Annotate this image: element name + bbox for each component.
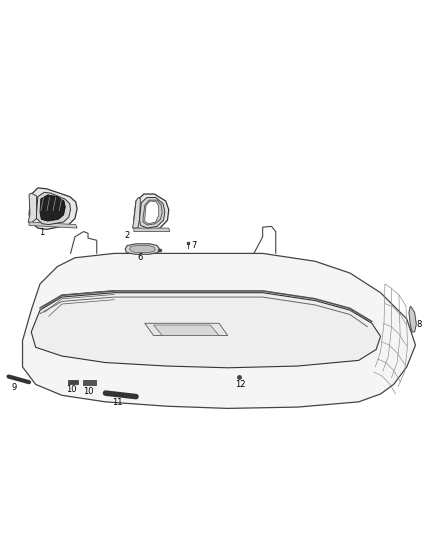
Polygon shape xyxy=(133,198,141,228)
Polygon shape xyxy=(40,195,65,221)
Polygon shape xyxy=(134,194,169,231)
Text: 9: 9 xyxy=(11,383,16,392)
Polygon shape xyxy=(145,323,228,335)
Text: 1: 1 xyxy=(39,228,45,237)
Polygon shape xyxy=(68,380,78,384)
Polygon shape xyxy=(145,201,159,224)
Polygon shape xyxy=(22,253,416,408)
Text: 10: 10 xyxy=(66,385,77,394)
Text: 2: 2 xyxy=(125,231,130,240)
Polygon shape xyxy=(140,198,165,228)
Text: 12: 12 xyxy=(235,380,245,389)
Polygon shape xyxy=(29,222,77,228)
Text: 11: 11 xyxy=(113,398,123,407)
Polygon shape xyxy=(125,244,159,254)
Polygon shape xyxy=(28,193,36,224)
Polygon shape xyxy=(134,228,170,231)
Polygon shape xyxy=(143,200,162,225)
Polygon shape xyxy=(36,192,71,224)
Polygon shape xyxy=(31,293,381,368)
Polygon shape xyxy=(153,325,219,335)
Polygon shape xyxy=(130,246,155,253)
Polygon shape xyxy=(83,380,96,385)
Polygon shape xyxy=(409,306,417,332)
Text: 6: 6 xyxy=(138,253,143,262)
Text: 7: 7 xyxy=(191,241,196,250)
Polygon shape xyxy=(29,188,77,229)
Text: 8: 8 xyxy=(416,320,422,329)
Text: 10: 10 xyxy=(83,387,93,396)
